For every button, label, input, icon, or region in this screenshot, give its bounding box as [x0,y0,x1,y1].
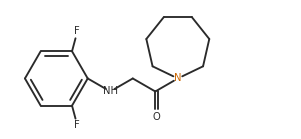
Text: F: F [73,27,79,37]
Text: O: O [153,112,161,122]
Text: NH: NH [103,86,118,96]
Text: F: F [73,120,79,130]
Text: N: N [174,74,182,83]
